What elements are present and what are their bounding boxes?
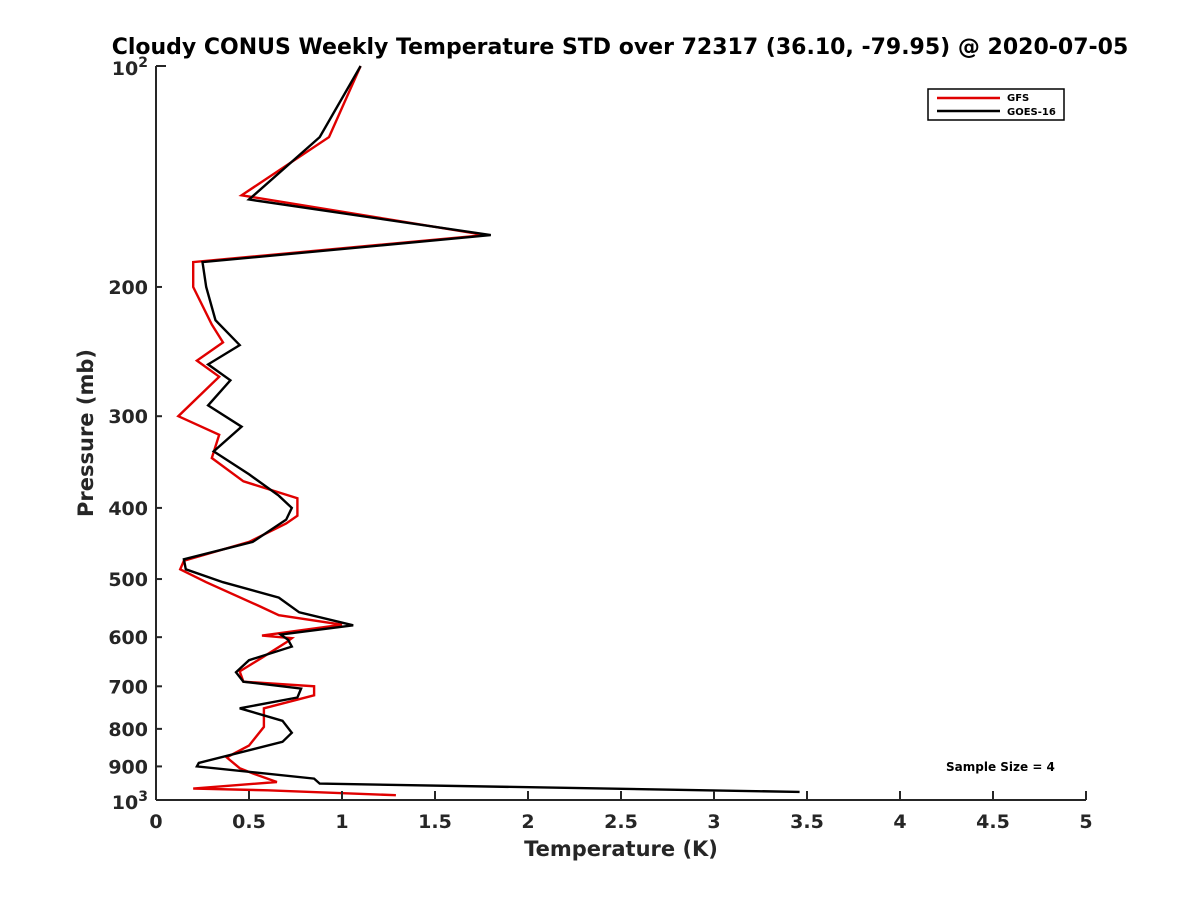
chart-title: Cloudy CONUS Weekly Temperature STD over… [112,35,1129,60]
y-tick-label: 500 [108,569,148,591]
legend: GFS GOES-16 [927,88,1065,121]
sample-size-annotation: Sample Size = 4 [946,760,1055,774]
y-tick-label: 200 [108,277,148,299]
series-line-goes16 [182,65,800,794]
x-tick-label: 2.5 [604,811,638,833]
y-tick-label: 400 [108,498,148,520]
series-line-gfs [176,65,486,797]
legend-label-gfs: GFS [1007,93,1029,104]
y-tick-label: 800 [108,719,148,741]
x-tick-label: 4 [893,811,906,833]
x-tick-label: 1 [335,811,348,833]
series-layer [176,65,800,797]
x-tick-label: 4.5 [976,811,1010,833]
legend-box [927,88,1065,121]
y-tick-label: 700 [108,676,148,698]
x-tick-label: 2 [521,811,534,833]
x-axis-label: Temperature (K) [524,837,718,861]
ticks-layer: 0 0.5 1 1.5 2 2.5 3 3.5 4 4.5 5 200 300 400 500 600 700 8… [108,55,1092,833]
y-axis-label: Pressure (mb) [74,349,98,517]
y-tick-label-bottom: 103 [112,789,148,814]
x-tick-label: 0.5 [232,811,266,833]
y-tick-label-top: 102 [112,55,148,80]
x-tick-label: 1.5 [418,811,452,833]
y-tick-label: 600 [108,627,148,649]
legend-label-goes16: GOES-16 [1007,107,1056,118]
x-tick-label: 3.5 [790,811,824,833]
x-tick-label: 5 [1079,811,1092,833]
x-tick-label: 0 [149,811,162,833]
y-tick-label: 900 [108,756,148,778]
y-tick-label: 300 [108,406,148,428]
x-tick-label: 3 [707,811,720,833]
